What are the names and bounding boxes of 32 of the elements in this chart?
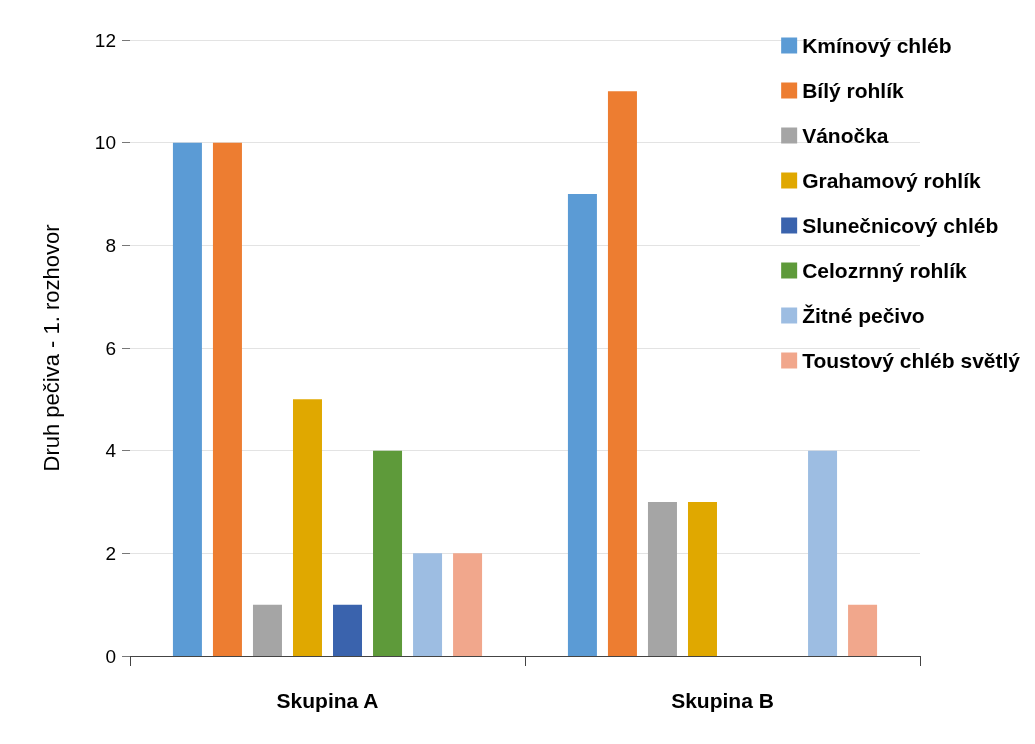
- bar: [373, 450, 403, 656]
- legend-label: Grahamový rohlík: [802, 169, 982, 192]
- bar: [687, 502, 717, 656]
- legend-label: Slunečnicový chléb: [802, 214, 999, 237]
- bar: [848, 604, 878, 656]
- legend-label: Toustový chléb světlý: [802, 349, 1021, 372]
- bar: [252, 604, 282, 656]
- bar: [647, 502, 677, 656]
- legend-label: Vánočka: [802, 124, 889, 147]
- bar: [413, 553, 443, 656]
- y-tick-label: 4: [105, 440, 117, 462]
- bar: [607, 91, 637, 656]
- bar: [808, 450, 838, 656]
- legend-label: Žitné pečivo: [802, 304, 925, 327]
- y-tick-label: 10: [94, 132, 116, 154]
- y-tick-label: 0: [105, 645, 116, 667]
- y-tick-label: 12: [94, 29, 116, 51]
- y-axis-title: Druh pečiva - 1. rozhovor: [38, 224, 64, 472]
- x-tick-label: Skupina A: [276, 689, 379, 712]
- bar: [567, 194, 597, 656]
- y-tick-label: 6: [105, 337, 116, 359]
- legend-label: Kmínový chléb: [802, 34, 952, 57]
- bar: [453, 553, 483, 656]
- y-tick-label: 8: [105, 234, 116, 256]
- bar: [172, 142, 202, 656]
- y-tick-label: 2: [105, 542, 116, 564]
- bar: [292, 399, 322, 656]
- bar: [212, 142, 242, 656]
- legend-label: Bílý rohlík: [802, 79, 904, 102]
- legend-label: Celozrnný rohlík: [802, 259, 967, 282]
- x-tick-label: Skupina B: [671, 689, 774, 712]
- bar: [333, 604, 363, 656]
